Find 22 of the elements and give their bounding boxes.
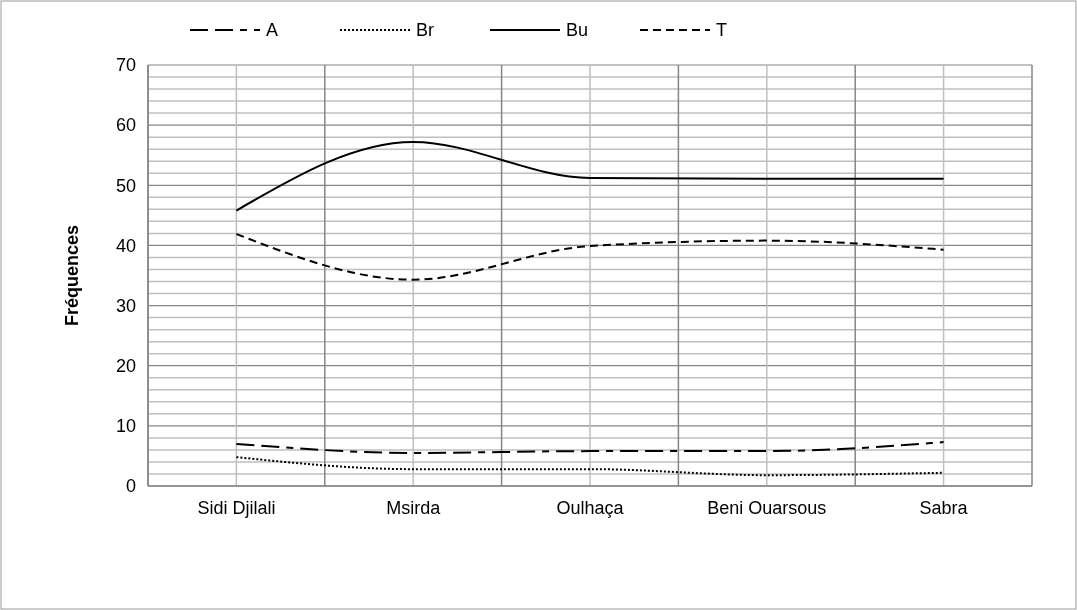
line-series [235, 441, 945, 454]
line-series [235, 456, 945, 477]
y-tick-label: 70 [115, 55, 136, 76]
x-tick-label: Sidi Djilali [197, 498, 276, 518]
x-tick-label: Sabra [919, 498, 969, 518]
x-tick-label: Beni Ouarsous [707, 498, 827, 518]
line-series [235, 233, 945, 281]
x-tick-label: Msirda [386, 498, 442, 518]
legend-label: A [266, 20, 279, 41]
y-tick-label: 60 [115, 115, 136, 136]
y-axis-title: Fréquences [62, 224, 82, 327]
line-series [235, 140, 945, 212]
legend-label: T [716, 20, 727, 41]
legend-label: Bu [566, 20, 589, 41]
y-tick-label: 40 [115, 235, 136, 256]
y-tick-label: 10 [115, 416, 136, 437]
y-tick-label: 20 [115, 356, 136, 377]
y-tick-label: 30 [115, 295, 136, 316]
y-tick-label: 0 [125, 476, 136, 497]
x-tick-label: Oulhaça [556, 498, 625, 518]
legend-label: Br [416, 20, 435, 41]
y-tick-label: 50 [115, 175, 136, 196]
